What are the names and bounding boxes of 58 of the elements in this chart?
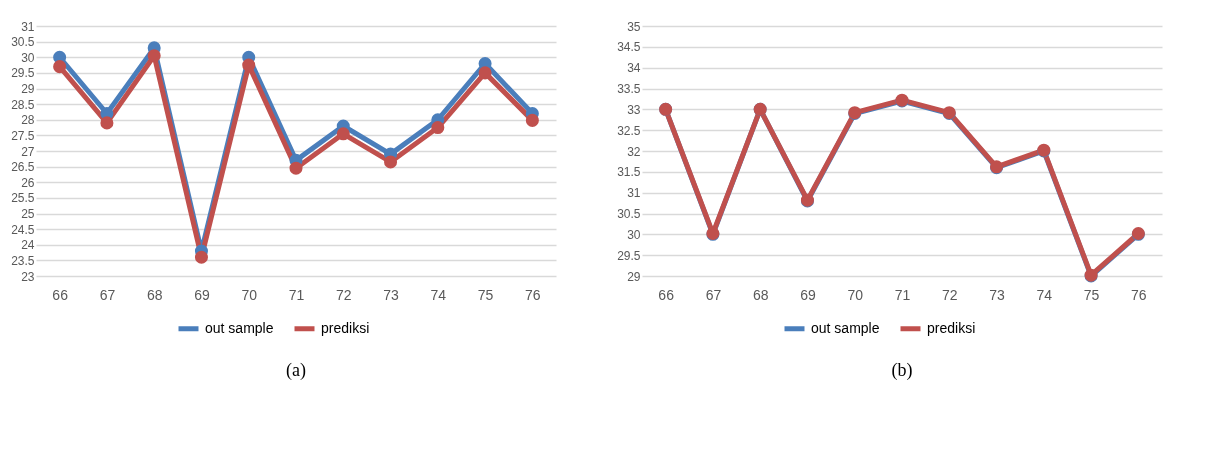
y-tick-label: 35 (627, 19, 641, 34)
y-tick-label: 28 (21, 113, 35, 128)
x-tick-label: 75 (477, 286, 494, 303)
y-tick-label: 31 (21, 19, 35, 34)
x-tick-label: 66 (658, 286, 675, 303)
x-tick-label: 74 (1036, 286, 1053, 303)
y-tick-label: 31.5 (617, 165, 641, 180)
y-tick-label: 34 (627, 61, 641, 76)
x-tick-label: 71 (288, 286, 305, 303)
y-tick-label: 34.5 (617, 40, 641, 55)
x-tick-label: 67 (705, 286, 722, 303)
y-tick-label: 29 (627, 269, 641, 284)
y-tick-label: 29.5 (617, 248, 641, 263)
legend-label: prediksi (927, 319, 976, 336)
y-tick-label: 28.5 (11, 97, 35, 112)
y-tick-label: 26.5 (11, 160, 35, 175)
y-tick-label: 30 (21, 50, 35, 65)
y-tick-label: 29.5 (11, 66, 35, 81)
x-tick-label: 76 (1131, 286, 1147, 303)
x-tick-label: 70 (847, 286, 864, 303)
legend-label: prediksi (321, 319, 370, 336)
y-tick-label: 33.5 (617, 82, 641, 96)
y-tick-label: 24.5 (11, 222, 35, 237)
x-tick-label: 70 (241, 286, 258, 303)
x-tick-label: 71 (894, 286, 911, 303)
y-tick-label: 29 (21, 82, 35, 96)
y-tick-label: 32 (627, 144, 641, 159)
y-tick-label: 30.5 (617, 207, 641, 221)
y-tick-label: 25 (21, 207, 35, 221)
x-tick-label: 66 (52, 286, 69, 303)
y-tick-label: 27 (21, 144, 35, 159)
x-tick-label: 72 (335, 286, 352, 303)
x-tick-label: 75 (1083, 286, 1100, 303)
y-tick-label: 25.5 (11, 191, 35, 206)
x-tick-label: 74 (430, 286, 447, 303)
y-tick-label: 24 (21, 238, 35, 253)
x-tick-label: 68 (146, 286, 163, 303)
legend-label: out sample (205, 319, 274, 336)
y-tick-label: 23.5 (11, 253, 35, 268)
y-tick-label: 33 (627, 102, 641, 117)
x-tick-label: 69 (194, 286, 210, 303)
text: (b) (891, 360, 913, 381)
y-tick-label: 30.5 (11, 35, 35, 50)
y-tick-label: 23 (21, 269, 35, 284)
x-tick-label: 68 (752, 286, 769, 303)
y-tick-label: 32.5 (617, 123, 641, 138)
legend-label: out sample (811, 319, 880, 336)
y-tick-label: 27.5 (11, 128, 35, 143)
x-tick-label: 69 (800, 286, 816, 303)
x-tick-label: 73 (383, 286, 400, 303)
x-tick-label: 67 (99, 286, 116, 303)
x-tick-label: 76 (525, 286, 541, 303)
y-tick-label: 31 (627, 186, 641, 201)
x-tick-label: 72 (941, 286, 958, 303)
x-tick-label: 73 (989, 286, 1006, 303)
y-tick-label: 26 (21, 175, 35, 190)
y-tick-label: 30 (627, 227, 641, 242)
text: (a) (286, 360, 306, 381)
